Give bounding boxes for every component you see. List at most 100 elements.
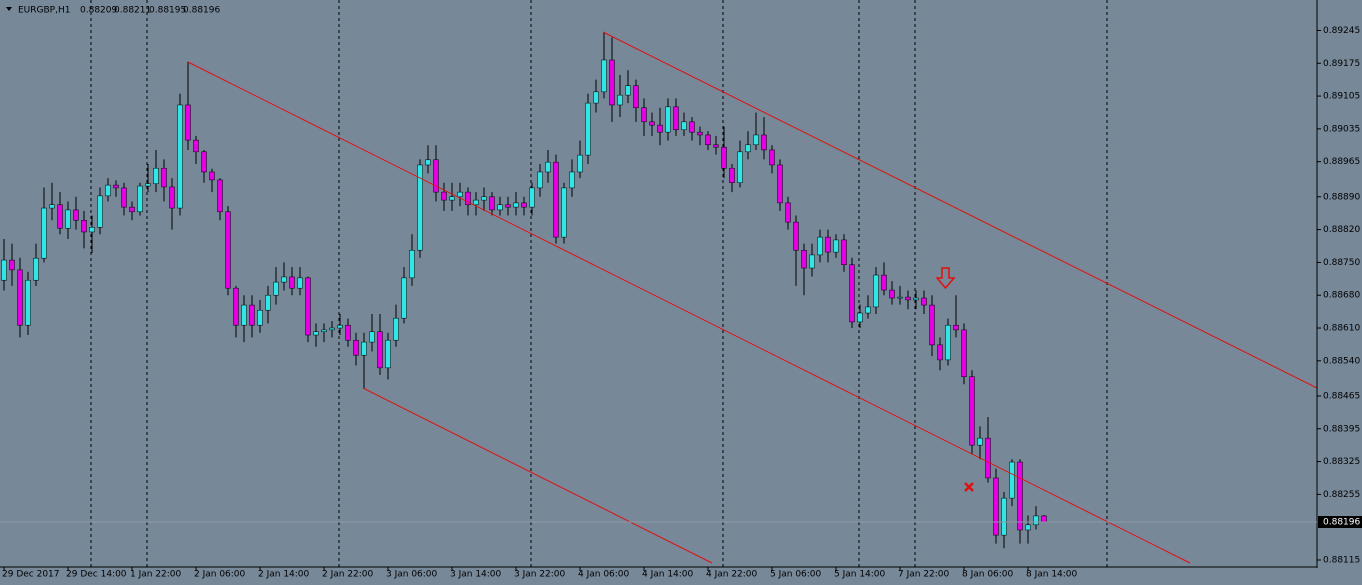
candle-body [113, 184, 119, 189]
candle-body [593, 91, 599, 104]
y-tick-label: 0.88465 [1323, 391, 1360, 401]
candle-body [649, 121, 655, 126]
candle-body [321, 329, 327, 333]
candle-body [201, 151, 207, 173]
y-tick-label: 0.88115 [1323, 555, 1360, 565]
candle-body [1033, 515, 1039, 526]
candle-body [681, 121, 687, 131]
candle-body [689, 121, 695, 133]
candle-body [105, 184, 111, 197]
candle-body [673, 106, 679, 131]
y-tick-label: 0.89175 [1323, 59, 1360, 69]
candle-body [57, 204, 63, 229]
x-tick-label: 5 Jan 14:00 [834, 570, 886, 580]
y-tick-label: 0.89035 [1323, 124, 1360, 134]
candle-body [1009, 461, 1015, 499]
candle-body [193, 139, 199, 153]
candle-body [441, 191, 447, 201]
candle-body [537, 171, 543, 189]
candle-body [81, 219, 87, 233]
candle-body [945, 324, 951, 361]
y-tick-label: 0.88820 [1323, 225, 1360, 235]
candle-body [489, 196, 495, 211]
candle-body [177, 104, 183, 209]
y-tick-label: 0.88750 [1323, 258, 1360, 268]
candle-body [865, 306, 871, 314]
candle-body [425, 159, 431, 166]
candle-body [153, 167, 159, 184]
y-tick-label: 0.89245 [1323, 26, 1360, 36]
sell-arrow [935, 267, 956, 290]
candle-body [65, 209, 71, 229]
candle-body [241, 304, 247, 326]
candle-body [777, 164, 783, 204]
candle-body [137, 185, 143, 213]
header-low: 0.88195 [149, 6, 186, 16]
candle-body [465, 191, 471, 206]
candle-body [481, 196, 487, 201]
candle-body [897, 296, 903, 299]
candle-body [961, 329, 967, 378]
price-label: 0.88196 [1323, 518, 1360, 528]
candle-body [913, 297, 919, 301]
x-tick-label: 29 Dec 14:00 [66, 570, 127, 580]
candle-body [753, 134, 759, 146]
candle-body [697, 131, 703, 136]
candle-body [729, 167, 735, 184]
candle-body [1025, 524, 1031, 531]
x-tick-label: 3 Jan 14:00 [450, 570, 502, 580]
candle-body [969, 376, 975, 446]
y-tick-label: 0.88680 [1323, 291, 1360, 301]
header-high: 0.88211 [114, 6, 151, 16]
candle-body [281, 276, 287, 283]
candle-body [641, 107, 647, 123]
candle-body [9, 259, 15, 271]
channel-line [187, 61, 1191, 564]
candle-body [737, 151, 743, 184]
candle-body [497, 204, 503, 211]
candle-body [1, 259, 7, 281]
x-tick-label: 2 Jan 14:00 [258, 570, 310, 580]
candle-body [473, 199, 479, 206]
candle-body [977, 437, 983, 446]
candles [1, 32, 1047, 549]
candle-body [265, 294, 271, 311]
candle-body [809, 254, 815, 269]
candle-body [377, 331, 383, 369]
candle-body [225, 211, 231, 289]
candle-body [361, 341, 367, 356]
candle-body [1001, 497, 1007, 536]
candle-body [921, 297, 927, 306]
y-tick-label: 0.88325 [1323, 457, 1360, 467]
candle-body [585, 102, 591, 156]
candle-body [905, 296, 911, 301]
candle-body [625, 85, 631, 96]
close-mark [964, 482, 974, 492]
candle-body [313, 331, 319, 336]
candle-body [553, 161, 559, 238]
y-tick-label: 0.88395 [1323, 424, 1360, 434]
candle-body [217, 179, 223, 213]
x-tick-label: 4 Jan 06:00 [578, 570, 630, 580]
x-tick-label: 8 Jan 06:00 [962, 570, 1014, 580]
candle-body [49, 204, 55, 209]
x-tick-label: 29 Dec 2017 [2, 570, 60, 580]
candle-body [289, 276, 295, 289]
candle-body [185, 104, 191, 141]
candle-body [793, 221, 799, 251]
candle-body [825, 236, 831, 253]
candle-body [457, 191, 463, 198]
candle-body [209, 171, 215, 181]
candle-body [657, 124, 663, 133]
candle-body [617, 94, 623, 106]
candle-body [433, 159, 439, 193]
x-tick-label: 3 Jan 06:00 [386, 570, 438, 580]
candle-body [353, 339, 359, 356]
x-tick-label: 5 Jan 06:00 [770, 570, 822, 580]
candle-body [705, 134, 711, 146]
candle-body [417, 164, 423, 251]
x-tick-label: 4 Jan 22:00 [706, 570, 758, 580]
x-tick-label: 3 Jan 22:00 [514, 570, 566, 580]
